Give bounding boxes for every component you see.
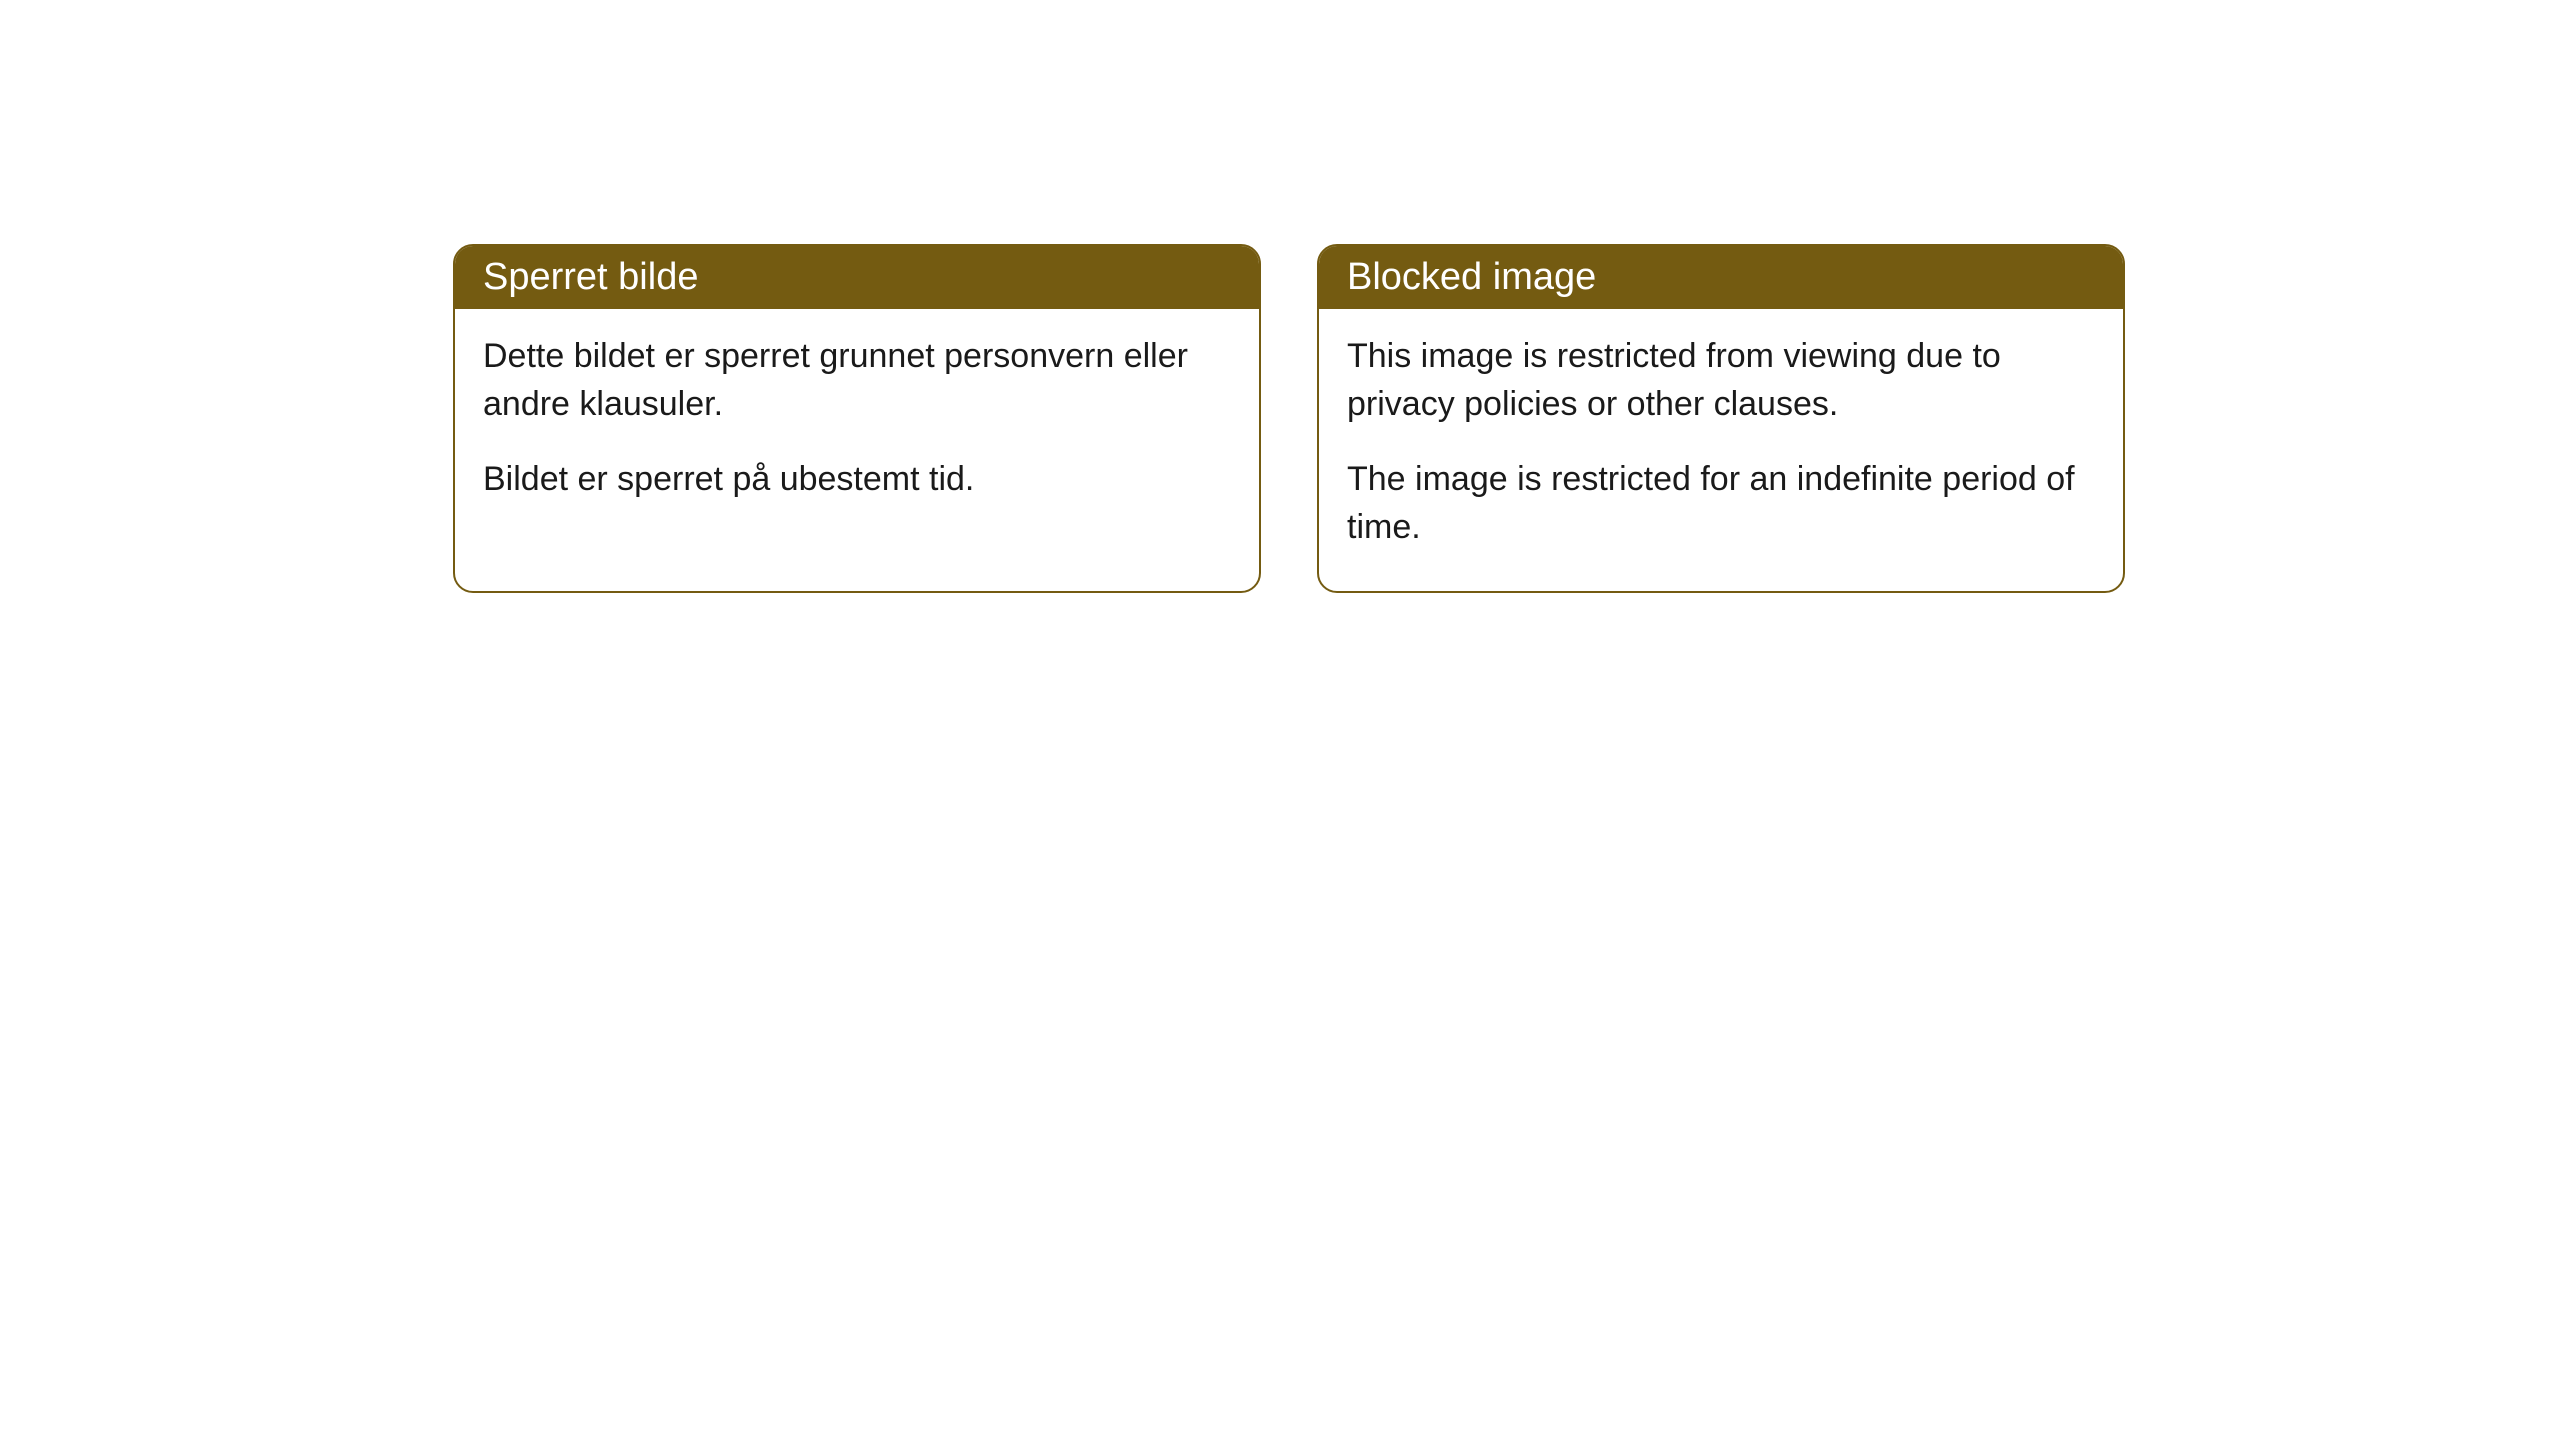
card-header-english: Blocked image (1319, 246, 2123, 309)
notice-container: Sperret bilde Dette bildet er sperret gr… (0, 0, 2560, 593)
card-body-english: This image is restricted from viewing du… (1319, 309, 2123, 591)
card-header-norwegian: Sperret bilde (455, 246, 1259, 309)
card-paragraph: Bildet er sperret på ubestemt tid. (483, 456, 1231, 504)
card-paragraph: The image is restricted for an indefinit… (1347, 456, 2095, 551)
card-body-norwegian: Dette bildet er sperret grunnet personve… (455, 309, 1259, 544)
card-title: Blocked image (1347, 256, 1596, 298)
card-title: Sperret bilde (483, 256, 698, 298)
card-paragraph: This image is restricted from viewing du… (1347, 333, 2095, 428)
notice-card-english: Blocked image This image is restricted f… (1317, 244, 2125, 593)
card-paragraph: Dette bildet er sperret grunnet personve… (483, 333, 1231, 428)
notice-card-norwegian: Sperret bilde Dette bildet er sperret gr… (453, 244, 1261, 593)
